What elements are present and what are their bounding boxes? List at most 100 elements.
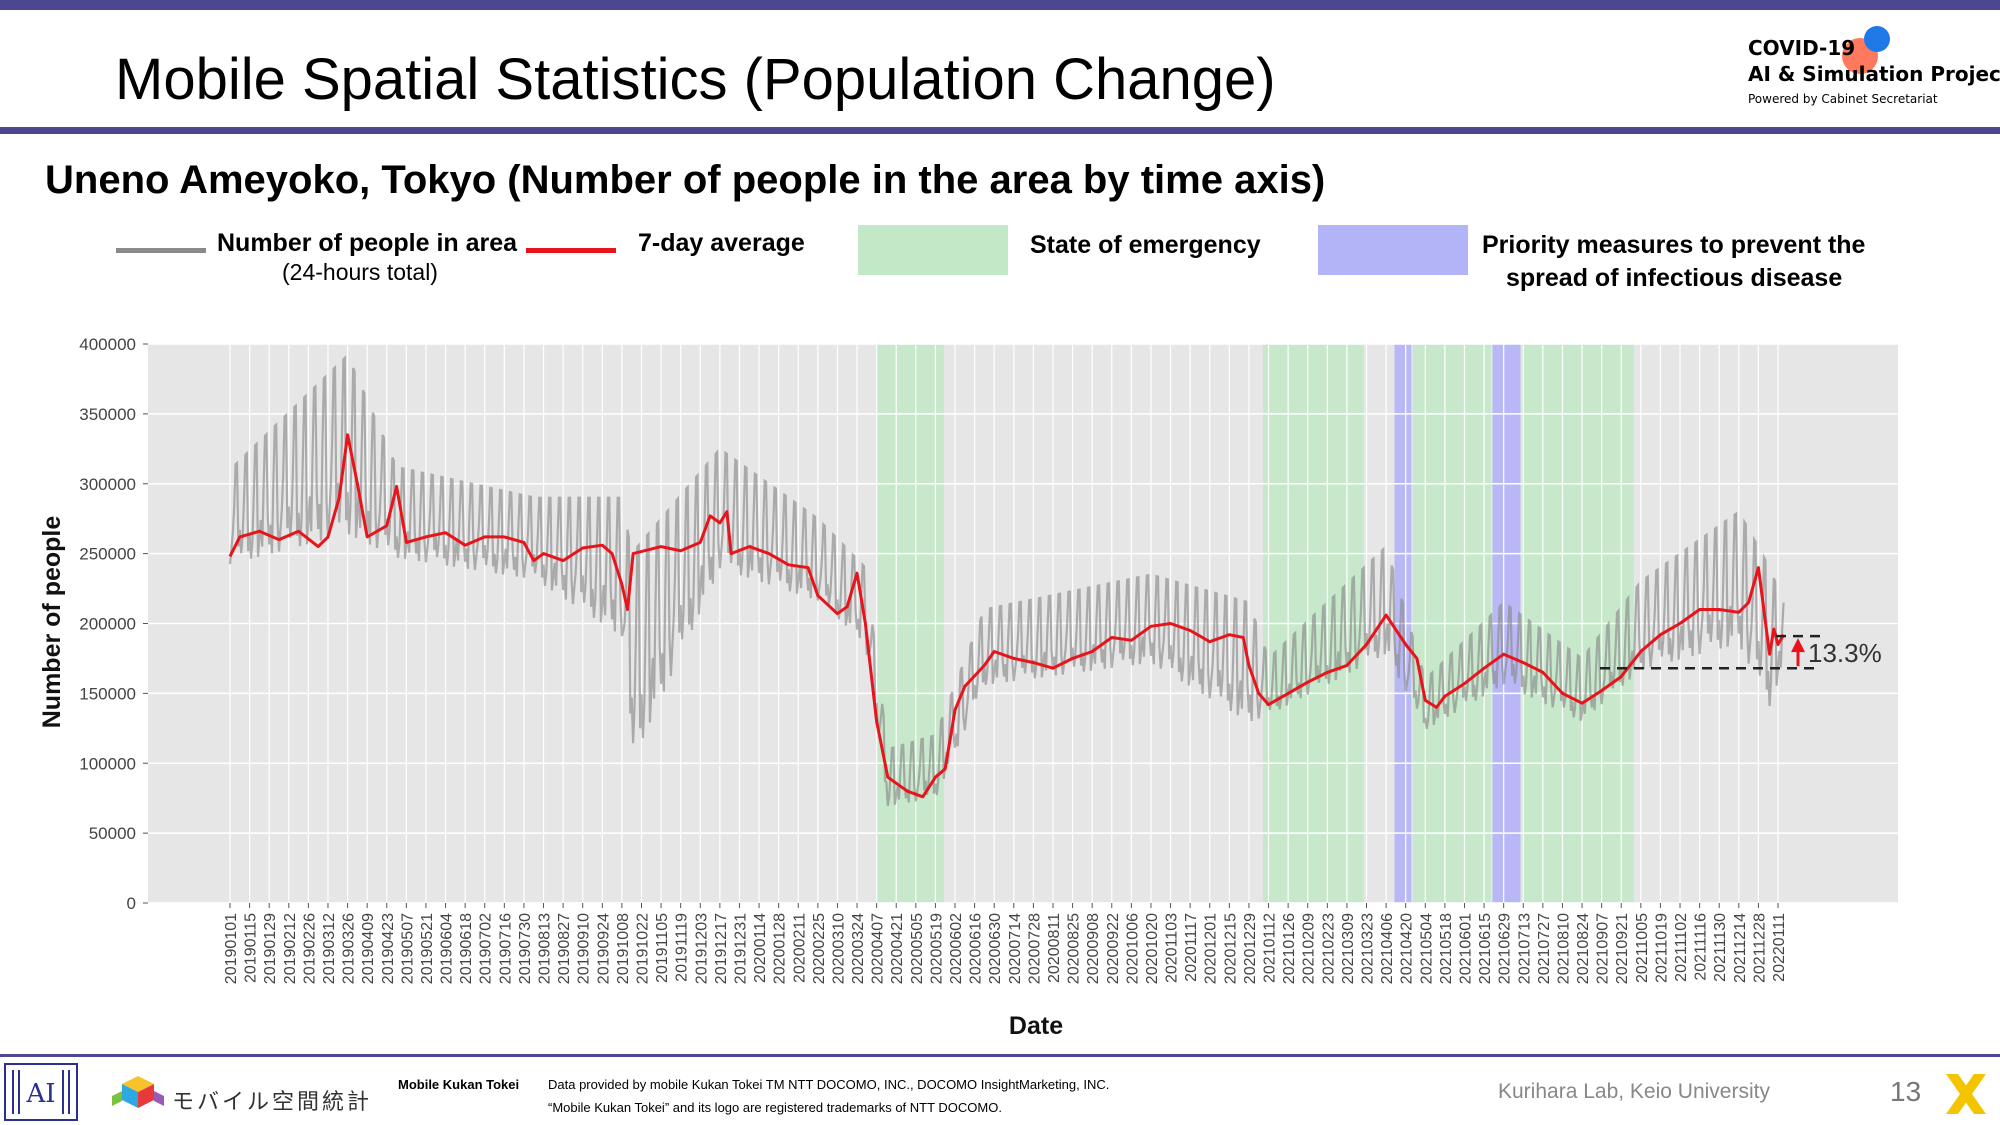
x-tick-label: 20210112 bbox=[1262, 913, 1279, 983]
x-tick-label: 20190312 bbox=[321, 913, 338, 984]
svg-text:AI: AI bbox=[25, 1079, 55, 1109]
lab-credit: Kurihara Lab, Keio University bbox=[1498, 1080, 1770, 1103]
title-divider bbox=[0, 127, 2000, 134]
avg-series-line bbox=[228, 433, 1785, 799]
x-tick-label: 20220111 bbox=[1771, 913, 1788, 982]
x-axis-title: Date bbox=[1009, 1012, 1063, 1040]
x-tick-label: 20200616 bbox=[968, 913, 985, 984]
x-tick-label: 20190507 bbox=[399, 913, 416, 984]
x-tick-label: 20210420 bbox=[1399, 913, 1416, 984]
x-tick-label: 20190226 bbox=[301, 913, 318, 984]
x-tick-label: 20201103 bbox=[1164, 913, 1181, 983]
mobile-kukan-en-label: Mobile Kukan Tokei bbox=[398, 1077, 520, 1092]
x-tick-label: 20190827 bbox=[556, 913, 573, 984]
x-tick-label: 20191119 bbox=[674, 913, 691, 982]
x-tick-label: 20190129 bbox=[262, 913, 279, 984]
legend-priority-label-1: Priority measures to prevent the bbox=[1482, 231, 1866, 259]
x-tick-label: 20191203 bbox=[693, 913, 710, 984]
x-tick-label: 20210223 bbox=[1320, 913, 1337, 984]
x-tick-label: 20191008 bbox=[615, 913, 632, 984]
legend-daily-sublabel: (24-hours total) bbox=[282, 259, 438, 285]
x-tick-label: 20200630 bbox=[987, 913, 1004, 984]
footer-divider bbox=[0, 1054, 2000, 1057]
x-tick-label: 20200519 bbox=[928, 913, 945, 984]
x-tick-label: 20191105 bbox=[654, 913, 671, 983]
y-tick-label: 100000 bbox=[79, 754, 136, 773]
x-tick-label: 20210209 bbox=[1301, 913, 1318, 984]
legend-avg-label: 7-day average bbox=[638, 229, 805, 257]
x-tick-label: 20200811 bbox=[1046, 913, 1063, 983]
legend-emergency-label: State of emergency bbox=[1030, 231, 1261, 259]
x-tick-label: 20210727 bbox=[1536, 913, 1553, 984]
x-tick-label: 20201006 bbox=[1124, 913, 1141, 984]
x-tick-label: 20211228 bbox=[1751, 913, 1768, 983]
x-tick-label: 20200324 bbox=[850, 913, 867, 984]
x-tick-label: 20190924 bbox=[595, 913, 612, 984]
logo-line-3: Powered by Cabinet Secretariat bbox=[1748, 92, 1938, 106]
x-tick-label: 20211130 bbox=[1712, 913, 1729, 982]
mobile-kukan-cube-icon bbox=[112, 1076, 164, 1108]
x-tick-label: 20200714 bbox=[1007, 913, 1024, 984]
x-tick-label: 20200922 bbox=[1105, 913, 1122, 984]
x-tick-label: 20201201 bbox=[1203, 913, 1220, 984]
legend-priority-label-2: spread of infectious disease bbox=[1506, 264, 1843, 292]
x-tick-label: 20200421 bbox=[889, 913, 906, 984]
x-tick-label: 20210323 bbox=[1360, 913, 1377, 984]
y-tick-label: 250000 bbox=[79, 545, 136, 564]
x-tick-label: 20200407 bbox=[870, 913, 887, 984]
x-tick-label: 20210629 bbox=[1497, 913, 1514, 984]
x-tick-label: 20190716 bbox=[497, 913, 514, 984]
x-tick-label: 20190326 bbox=[341, 913, 358, 984]
x-tick-label: 20210713 bbox=[1516, 913, 1533, 984]
x-tick-label: 20211214 bbox=[1732, 913, 1749, 983]
x-tick-label: 20191231 bbox=[732, 913, 749, 984]
x-tick-label: 20200114 bbox=[752, 913, 769, 983]
page-number: 13 bbox=[1890, 1076, 1922, 1107]
x-tick-label: 20200825 bbox=[1066, 913, 1083, 984]
x-tick-label: 20211005 bbox=[1634, 913, 1651, 983]
ai-logo-icon: AI bbox=[4, 1063, 78, 1121]
x-tick-label: 20210126 bbox=[1281, 913, 1298, 984]
x-tick-label: 20200505 bbox=[909, 913, 926, 984]
x-tick-label: 20200908 bbox=[1085, 913, 1102, 984]
x-tick-label: 20201229 bbox=[1242, 913, 1259, 984]
x-tick-label: 20190702 bbox=[478, 913, 495, 984]
change-arrow-head bbox=[1791, 638, 1805, 653]
x-tick-label: 20190813 bbox=[537, 913, 554, 984]
x-tick-label: 20190604 bbox=[439, 913, 456, 984]
x-tick-label: 20201215 bbox=[1222, 913, 1239, 984]
x-tick-label: 20190409 bbox=[360, 913, 377, 984]
x-tick-label: 20191217 bbox=[713, 913, 730, 984]
x-tick-label: 20210601 bbox=[1457, 913, 1474, 984]
y-axis-title: Number of people bbox=[38, 516, 66, 729]
x-tick-label: 20190730 bbox=[517, 913, 534, 984]
credit-line-1: Data provided by mobile Kukan Tokei TM N… bbox=[548, 1077, 1110, 1092]
y-tick-label: 0 bbox=[127, 894, 136, 913]
change-percent-label: 13.3% bbox=[1808, 638, 1882, 668]
x-tick-label: 20211116 bbox=[1693, 913, 1710, 981]
x-tick-label: 20210406 bbox=[1379, 913, 1396, 984]
mobile-kukan-jp-logo: モバイル空間統計 bbox=[172, 1090, 373, 1115]
legend-priority-swatch bbox=[1318, 225, 1468, 275]
y-tick-label: 50000 bbox=[89, 824, 136, 843]
x-tick-label: 20210810 bbox=[1555, 913, 1572, 984]
legend-daily-label: Number of people in area bbox=[217, 229, 518, 257]
daily-series-line bbox=[228, 355, 1785, 807]
x-tick-label: 20200602 bbox=[948, 913, 965, 984]
x-tick-label: 20211019 bbox=[1653, 913, 1670, 983]
x-tick-label: 20190521 bbox=[419, 913, 436, 984]
logo-line-1: COVID-19 bbox=[1748, 36, 1856, 60]
x-tick-label: 20200728 bbox=[1026, 913, 1043, 984]
page-title: Mobile Spatial Statistics (Population Ch… bbox=[115, 47, 1276, 112]
y-tick-label: 350000 bbox=[79, 405, 136, 424]
x-tick-label: 20210921 bbox=[1614, 913, 1631, 984]
x-tick-label: 20201020 bbox=[1144, 913, 1161, 984]
x-tick-label: 20210518 bbox=[1438, 913, 1455, 984]
x-logo-icon bbox=[1946, 1074, 1986, 1114]
top-accent-bar bbox=[0, 0, 2000, 10]
legend-emergency-swatch bbox=[858, 225, 1008, 275]
population-chart: 13.3% 0 50000 100000 150000 200000 250000 3000… bbox=[38, 335, 1898, 1040]
x-tick-label: 20210309 bbox=[1340, 913, 1357, 984]
legend-daily-swatch bbox=[116, 248, 206, 253]
y-tick-label: 200000 bbox=[79, 615, 136, 634]
